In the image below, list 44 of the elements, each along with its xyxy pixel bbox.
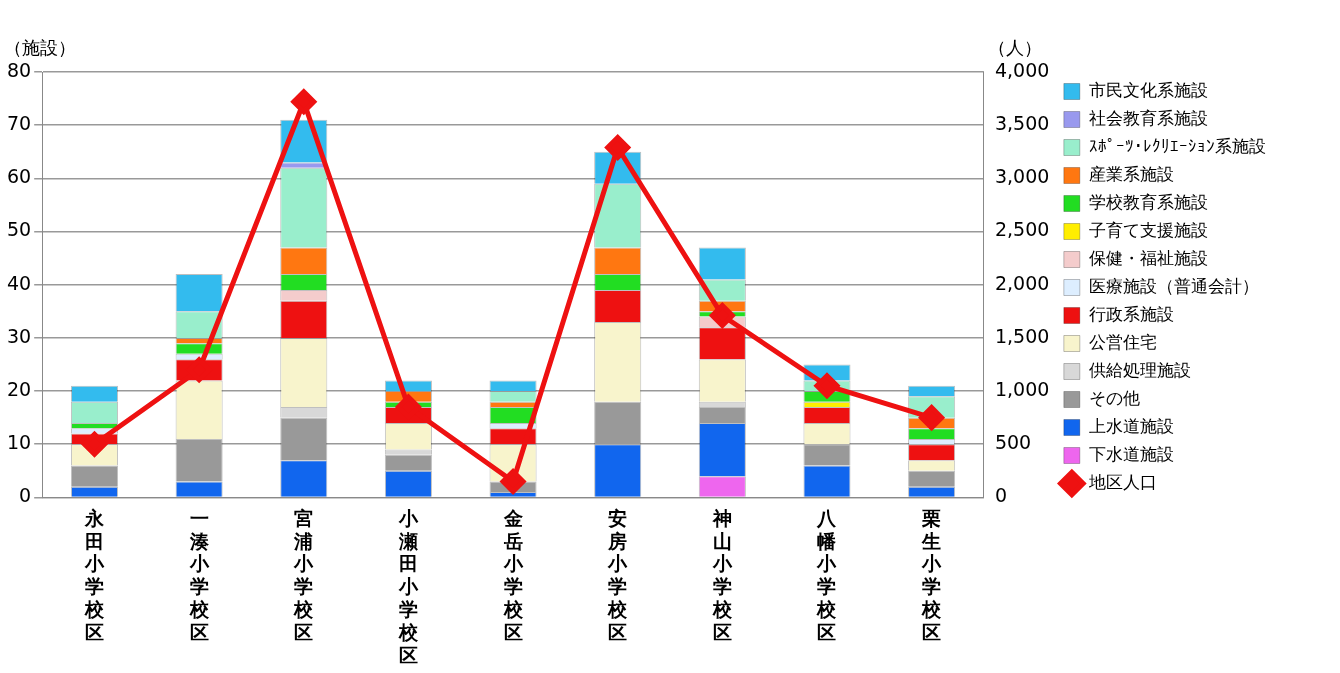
- x-tick-label: 永田小学校区: [84, 506, 105, 643]
- y2-tick-label: 500: [994, 431, 1032, 454]
- y2-tick-label: 4,000: [994, 58, 1050, 81]
- x-tick-label: 八幡小学校区: [816, 506, 838, 643]
- legend-label: 社会教育系施設: [1088, 107, 1208, 128]
- y-tick-label: 80: [6, 58, 32, 81]
- legend-label: 医療施設（普通会計）: [1088, 275, 1259, 296]
- x-tick-label: 宮浦小学校区: [293, 506, 315, 643]
- y2-tick-label: 1,000: [994, 377, 1050, 400]
- legend-label: 学校教育系施設: [1088, 191, 1208, 212]
- y-tick-label: 60: [6, 165, 32, 188]
- y-tick-label: 0: [19, 484, 32, 507]
- y2-axis-title: （人）: [988, 36, 1043, 58]
- x-tick-label: 神山小学校区: [711, 506, 733, 643]
- legend-label: 地区人口: [1087, 471, 1157, 492]
- x-tick-label: 一湊小学校区: [188, 506, 210, 643]
- legend-label: 産業系施設: [1088, 163, 1174, 184]
- x-tick-label: 安房小学校区: [607, 506, 629, 643]
- x-tick-label: 金岳小学校区: [502, 506, 524, 643]
- y-tick-label: 50: [6, 218, 32, 241]
- y-tick-label: 30: [6, 324, 32, 347]
- y2-tick-label: 1,500: [994, 324, 1050, 347]
- y2-tick-label: 0: [994, 484, 1008, 507]
- legend-label: 供給処理施設: [1088, 359, 1191, 380]
- legend-label: 公営住宅: [1088, 331, 1157, 352]
- legend-label: ｽﾎﾟｰﾂ･ﾚｸﾘｴｰｼｮﾝ系施設: [1088, 135, 1266, 156]
- y2-tick-label: 2,000: [994, 271, 1050, 294]
- y-tick-label: 70: [6, 112, 32, 135]
- legend-label: 上水道施設: [1088, 415, 1174, 436]
- legend-label: 市民文化系施設: [1088, 79, 1208, 100]
- legend-label: 子育て支援施設: [1088, 219, 1208, 240]
- legend-label: その他: [1088, 387, 1140, 408]
- x-tick-label: 小瀬田小学校区: [397, 506, 419, 666]
- y-axis-title: （施設）: [4, 36, 76, 58]
- x-tick-label: 栗生小学校区: [921, 506, 943, 643]
- y2-tick-label: 3,000: [994, 165, 1050, 188]
- legend-label: 保健・福祉施設: [1088, 247, 1208, 268]
- y2-tick-label: 2,500: [994, 218, 1050, 241]
- y2-tick-label: 3,500: [994, 112, 1050, 135]
- y-tick-label: 20: [6, 377, 32, 400]
- y-tick-label: 10: [6, 431, 32, 454]
- y-tick-label: 40: [6, 271, 32, 294]
- legend-label: 下水道施設: [1088, 443, 1174, 464]
- legend-label: 行政系施設: [1088, 303, 1174, 324]
